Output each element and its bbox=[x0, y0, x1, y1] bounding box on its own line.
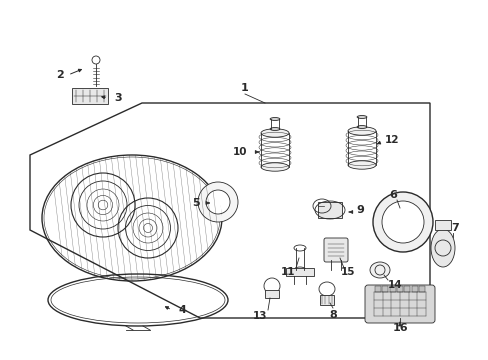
FancyBboxPatch shape bbox=[364, 285, 434, 323]
Bar bbox=[396, 286, 402, 292]
Bar bbox=[418, 286, 424, 292]
Ellipse shape bbox=[261, 129, 288, 137]
Text: 1: 1 bbox=[241, 83, 248, 93]
Bar bbox=[404, 286, 409, 292]
Ellipse shape bbox=[356, 126, 366, 129]
Ellipse shape bbox=[269, 117, 279, 121]
Text: 8: 8 bbox=[328, 310, 336, 320]
Text: 10: 10 bbox=[232, 147, 247, 157]
Bar bbox=[72, 88, 108, 104]
Bar bbox=[434, 220, 450, 230]
Text: 6: 6 bbox=[388, 190, 396, 200]
Ellipse shape bbox=[356, 116, 366, 118]
Text: 12: 12 bbox=[384, 135, 398, 145]
Text: 14: 14 bbox=[387, 280, 402, 290]
Text: 2: 2 bbox=[56, 70, 64, 80]
Bar bbox=[285, 268, 313, 276]
Text: 3: 3 bbox=[114, 93, 122, 103]
Circle shape bbox=[381, 201, 423, 243]
Text: 13: 13 bbox=[252, 311, 267, 321]
Bar bbox=[411, 286, 417, 292]
Bar bbox=[374, 286, 380, 292]
Text: 15: 15 bbox=[340, 267, 354, 277]
Ellipse shape bbox=[269, 127, 279, 130]
Text: 5: 5 bbox=[192, 198, 200, 208]
Ellipse shape bbox=[347, 127, 375, 135]
Bar bbox=[264, 290, 279, 298]
FancyBboxPatch shape bbox=[324, 238, 347, 262]
Text: 7: 7 bbox=[450, 223, 458, 233]
Circle shape bbox=[198, 182, 238, 222]
Circle shape bbox=[205, 190, 229, 214]
Bar bbox=[317, 202, 341, 218]
Circle shape bbox=[372, 192, 432, 252]
Ellipse shape bbox=[369, 262, 389, 278]
Text: 11: 11 bbox=[280, 267, 295, 277]
Text: 16: 16 bbox=[391, 323, 407, 333]
Ellipse shape bbox=[347, 161, 375, 169]
Ellipse shape bbox=[261, 163, 288, 171]
Bar bbox=[319, 295, 333, 305]
Ellipse shape bbox=[430, 229, 454, 267]
Text: 9: 9 bbox=[355, 205, 363, 215]
Bar bbox=[382, 286, 387, 292]
Bar bbox=[389, 286, 395, 292]
Text: 4: 4 bbox=[178, 305, 185, 315]
